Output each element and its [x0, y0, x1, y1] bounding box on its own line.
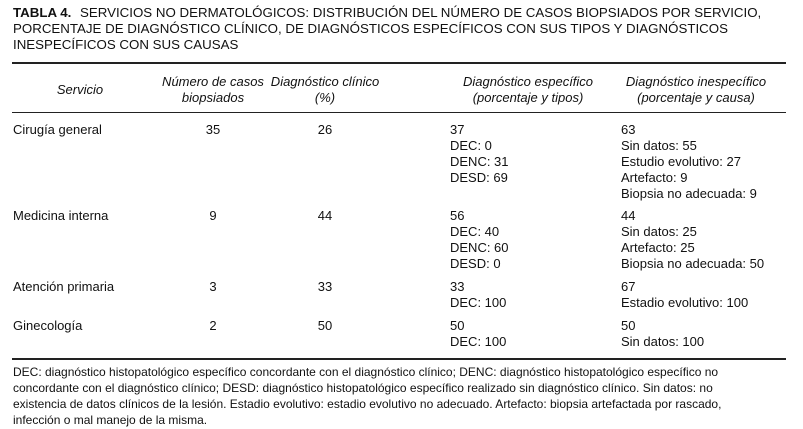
table-cell: 9 — [209, 208, 217, 223]
table-cell: Artefacto: 25 — [621, 240, 695, 255]
header-cell: Número de casos — [162, 74, 264, 89]
table-cell: Sin datos: 100 — [621, 334, 705, 349]
table-cell: 26 — [317, 122, 333, 137]
table-cell: 33 — [450, 279, 465, 294]
table-cell: DESD: 0 — [450, 256, 501, 271]
table-cell: Artefacto: 9 — [621, 170, 688, 185]
footnote: infección o mal manejo de la misma. — [13, 413, 208, 427]
bottom-rule — [12, 358, 786, 360]
title-line: INESPECÍFICOS CON SUS CAUSAS — [13, 37, 239, 52]
header-cell: biopsiados — [181, 90, 245, 105]
header-cell: (%) — [314, 90, 336, 105]
table-cell: DEC: 100 — [450, 334, 507, 349]
table-cell: 50 — [317, 318, 333, 333]
table-cell: 50 — [621, 318, 636, 333]
top-rule — [12, 62, 786, 64]
header-cell: (porcentaje y tipos) — [472, 90, 584, 105]
table-cell: Ginecología — [13, 318, 83, 333]
table-cell: Biopsia no adecuada: 50 — [621, 256, 765, 271]
table-cell: 56 — [450, 208, 465, 223]
table-cell: 63 — [621, 122, 636, 137]
table-cell: Biopsia no adecuada: 9 — [621, 186, 757, 201]
table-cell: 50 — [450, 318, 465, 333]
table-cell: DENC: 31 — [450, 154, 509, 169]
table-cell: DEC: 100 — [450, 295, 507, 310]
title-label: TABLA 4. — [13, 5, 72, 20]
table-cell: Sin datos: 55 — [621, 138, 697, 153]
table-cell: Cirugía general — [13, 122, 102, 137]
table-cell: Sin datos: 25 — [621, 224, 697, 239]
table-cell: 67 — [621, 279, 636, 294]
table-cell: Estadio evolutivo: 100 — [621, 295, 749, 310]
table-cell: DEC: 0 — [450, 138, 492, 153]
header-cell: Diagnóstico específico — [462, 74, 594, 89]
header-rule — [12, 112, 786, 113]
header-cell: Diagnóstico clínico — [270, 74, 380, 89]
footnote: existencia de datos clínicos de la lesió… — [13, 397, 722, 411]
table-cell: 2 — [209, 318, 217, 333]
header-cell: (porcentaje y causa) — [637, 90, 755, 105]
table-cell: Estudio evolutivo: 27 — [621, 154, 741, 169]
table-cell: 37 — [450, 122, 465, 137]
footnote: DEC: diagnóstico histopatológico específ… — [13, 365, 719, 379]
header-cell: Diagnóstico inespecífico — [625, 74, 767, 89]
header-cell: Servicio — [56, 82, 104, 97]
title-line: SERVICIOS NO DERMATOLÓGICOS: DISTRIBUCIÓ… — [80, 5, 762, 20]
table-cell: 44 — [621, 208, 636, 223]
table-cell: DENC: 60 — [450, 240, 509, 255]
table-cell: 33 — [317, 279, 333, 294]
title-line: PORCENTAJE DE DIAGNÓSTICO CLÍNICO, DE DI… — [13, 21, 728, 36]
table-cell: Atención primaria — [13, 279, 115, 294]
footnote: concordante con el diagnóstico clínico; … — [13, 381, 713, 395]
table-cell: 3 — [209, 279, 217, 294]
table-cell: 44 — [317, 208, 333, 223]
table-cell: 35 — [205, 122, 221, 137]
table-cell: Medicina interna — [13, 208, 109, 223]
table-cell: DEC: 40 — [450, 224, 500, 239]
table-cell: DESD: 69 — [450, 170, 508, 185]
